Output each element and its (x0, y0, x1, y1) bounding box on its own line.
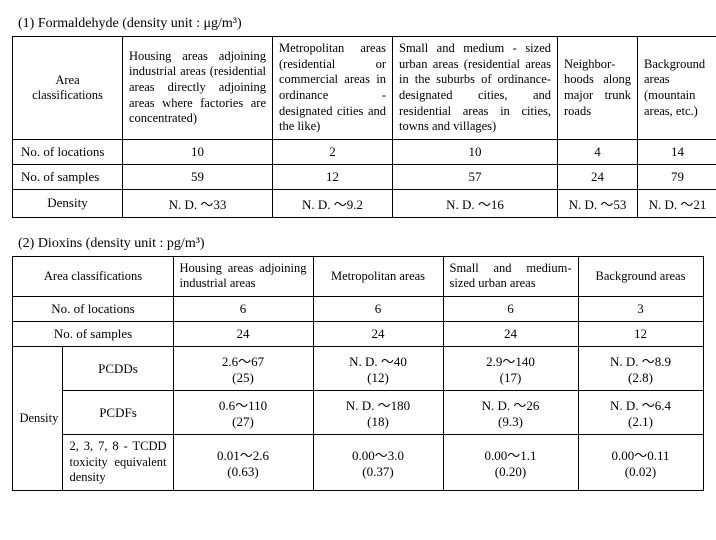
t1-h-c1: Housing areas adjoining industrial areas… (123, 37, 273, 140)
t1-locations-v2: 2 (273, 139, 393, 164)
t2-tcdd-v1a: 0.01～2.6 (217, 448, 269, 463)
t1-h-area: Area classifications (13, 37, 123, 140)
t1-h-c3: Small and medium - sized urban areas (re… (393, 37, 558, 140)
t2-tcdd-v3: 0.00～1.1(0.20) (443, 435, 578, 491)
table2-header-row: Area classifications Housing areas adjoi… (13, 256, 703, 296)
t2-tcdd-v3b: (0.20) (450, 464, 572, 480)
t2-locations-v1: 6 (173, 297, 313, 322)
t1-locations-v5: 14 (638, 139, 716, 164)
t2-pcdfs-v2b: (18) (320, 414, 437, 430)
t2-samples-v4: 12 (578, 322, 703, 347)
t2-h-area: Area classifications (13, 256, 173, 296)
t2-tcdd-v4a: 0.00～0.11 (611, 448, 669, 463)
t1-density-v3: N. D. ～16 (393, 189, 558, 217)
t1-density-label: Density (13, 189, 123, 217)
table1-title: (1) Formaldehyde (density unit : μg/m³) (18, 16, 704, 32)
t1-samples-v2: 12 (273, 164, 393, 189)
t2-samples-v2: 24 (313, 322, 443, 347)
t1-density-v1: N. D. ～33 (123, 189, 273, 217)
t2-pcdfs-v3: N. D. ～26(9.3) (443, 391, 578, 435)
t1-h-c5: Background areas (mountain areas, etc.) (638, 37, 716, 140)
t2-locations-label: No. of locations (13, 297, 173, 322)
t2-pcdds-v3b: (17) (450, 370, 572, 386)
t2-locations-v3: 6 (443, 297, 578, 322)
t2-pcdfs-label: PCDFs (63, 391, 173, 435)
t2-pcdfs-v4a: N. D. ～6.4 (610, 398, 671, 413)
t1-density-v4: N. D. ～53 (558, 189, 638, 217)
t2-density-label: Density (13, 347, 63, 491)
t1-h-c2: Metropolitan areas (residential or comme… (273, 37, 393, 140)
t2-samples-label: No. of samples (13, 322, 173, 347)
t1-h-c4: Neighbor­hoods along major trunk roads (558, 37, 638, 140)
t2-pcdfs-v2: N. D. ～180(18) (313, 391, 443, 435)
t2-locations-v4: 3 (578, 297, 703, 322)
t2-tcdd-v1b: (0.63) (180, 464, 307, 480)
t2-tcdd-v2b: (0.37) (320, 464, 437, 480)
t2-tcdd-label: 2, 3, 7, 8 - TCDD toxicity equivalent de… (63, 435, 173, 491)
t2-pcdfs-v4b: (2.1) (585, 414, 697, 430)
t1-density-v2: N. D. ～9.2 (273, 189, 393, 217)
t1-samples-label: No. of samples (13, 164, 123, 189)
t1-locations-v1: 10 (123, 139, 273, 164)
t2-pcdfs-v2a: N. D. ～180 (346, 398, 410, 413)
t1-row-locations: No. of locations 10 2 10 4 14 (13, 139, 716, 164)
t2-pcdds-v1: 2.6～67(25) (173, 347, 313, 391)
t2-samples-v1: 24 (173, 322, 313, 347)
t2-h-c3: Small and medium-sized urban areas (443, 256, 578, 296)
t2-pcdds-v4b: (2.8) (585, 370, 697, 386)
t2-tcdd-v2: 0.00～3.0(0.37) (313, 435, 443, 491)
t1-row-density: Density N. D. ～33 N. D. ～9.2 N. D. ～16 N… (13, 189, 716, 217)
table1-header-row: Area classifications Housing areas adjoi… (13, 37, 716, 140)
t2-tcdd-v2a: 0.00～3.0 (352, 448, 404, 463)
t1-row-samples: No. of samples 59 12 57 24 79 (13, 164, 716, 189)
t2-h-c4: Background areas (578, 256, 703, 296)
t2-h-c1: Housing areas adjoining industrial areas (173, 256, 313, 296)
t2-row-samples: No. of samples 24 24 24 12 (13, 322, 703, 347)
t1-samples-v3: 57 (393, 164, 558, 189)
t2-row-locations: No. of locations 6 6 6 3 (13, 297, 703, 322)
t1-density-v5: N. D. ～21 (638, 189, 716, 217)
t2-tcdd-v4b: (0.02) (585, 464, 697, 480)
t2-pcdds-v2: N. D. ～40(12) (313, 347, 443, 391)
table1: Area classifications Housing areas adjoi… (12, 36, 716, 218)
t2-locations-v2: 6 (313, 297, 443, 322)
t2-row-pcdds: Density PCDDs 2.6～67(25) N. D. ～40(12) 2… (13, 347, 703, 391)
t1-samples-v5: 79 (638, 164, 716, 189)
table2-title: (2) Dioxins (density unit : pg/m³) (18, 236, 704, 252)
t2-pcdfs-v3b: (9.3) (450, 414, 572, 430)
t1-locations-v4: 4 (558, 139, 638, 164)
t2-tcdd-v4: 0.00～0.11(0.02) (578, 435, 703, 491)
t2-h-c2: Metropolitan areas (313, 256, 443, 296)
t2-samples-v3: 24 (443, 322, 578, 347)
t2-pcdds-v4a: N. D. ～8.9 (610, 354, 671, 369)
t1-locations-label: No. of locations (13, 139, 123, 164)
t2-tcdd-v3a: 0.00～1.1 (484, 448, 536, 463)
t2-row-tcdd: 2, 3, 7, 8 - TCDD toxicity equivalent de… (13, 435, 703, 491)
t2-pcdfs-v1: 0.6～110(27) (173, 391, 313, 435)
t2-pcdds-v2a: N. D. ～40 (349, 354, 407, 369)
t2-pcdds-v3: 2.9～140(17) (443, 347, 578, 391)
t2-pcdds-v4: N. D. ～8.9(2.8) (578, 347, 703, 391)
table2: Area classifications Housing areas adjoi… (12, 256, 703, 491)
t2-pcdfs-v1a: 0.6～110 (219, 398, 267, 413)
t2-pcdfs-v4: N. D. ～6.4(2.1) (578, 391, 703, 435)
t1-samples-v4: 24 (558, 164, 638, 189)
t2-tcdd-v1: 0.01～2.6(0.63) (173, 435, 313, 491)
t2-pcdds-label: PCDDs (63, 347, 173, 391)
t1-samples-v1: 59 (123, 164, 273, 189)
t2-pcdds-v1a: 2.6～67 (222, 354, 264, 369)
t2-row-pcdfs: PCDFs 0.6～110(27) N. D. ～180(18) N. D. ～… (13, 391, 703, 435)
t2-pcdds-v2b: (12) (320, 370, 437, 386)
t2-pcdds-v3a: 2.9～140 (486, 354, 535, 369)
t1-locations-v3: 10 (393, 139, 558, 164)
t2-pcdds-v1b: (25) (180, 370, 307, 386)
t2-pcdfs-v1b: (27) (180, 414, 307, 430)
t2-pcdfs-v3a: N. D. ～26 (482, 398, 540, 413)
